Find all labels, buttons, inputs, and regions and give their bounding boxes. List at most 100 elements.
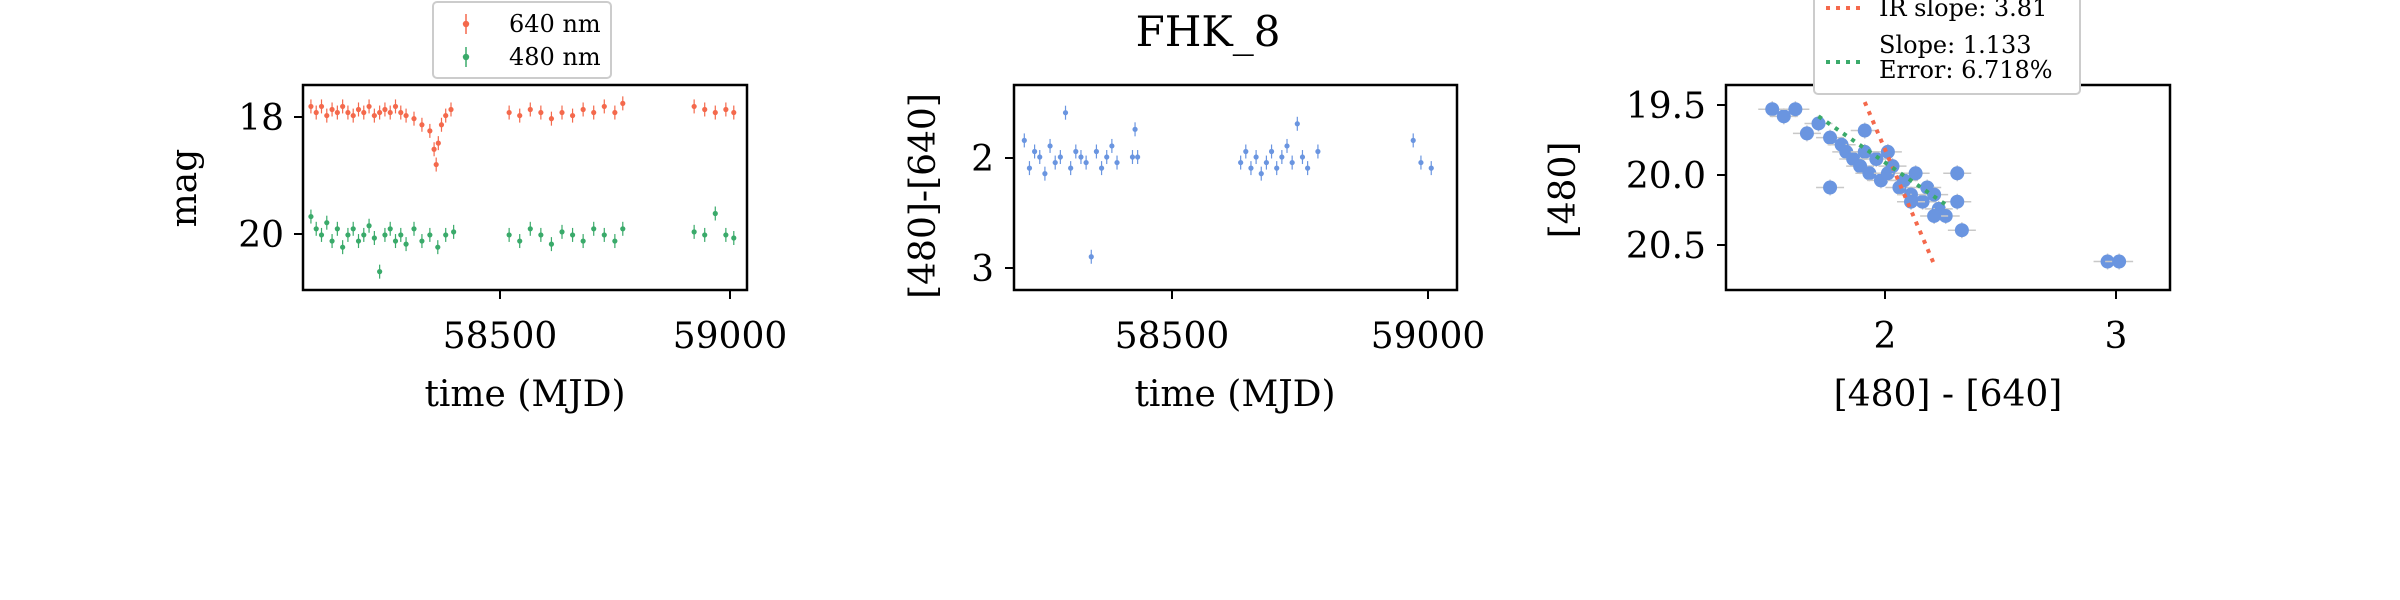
data-point — [382, 106, 388, 113]
data-point — [377, 269, 383, 275]
data-point — [350, 226, 356, 232]
data-point — [723, 232, 729, 238]
data-point — [419, 122, 425, 128]
data-point — [435, 140, 441, 146]
data-point — [1950, 166, 1965, 181]
data-point — [1274, 165, 1280, 171]
p2-frame — [1012, 83, 1459, 292]
data-point — [601, 232, 607, 238]
p3-xlabel: [480] - [640] — [1834, 374, 2063, 415]
data-point — [1047, 143, 1053, 149]
p3-ytick-label: 20.0 — [1626, 156, 1706, 197]
data-point — [355, 238, 362, 244]
data-point — [345, 232, 351, 238]
data-point — [318, 103, 325, 110]
data-point — [712, 109, 718, 116]
data-point — [569, 232, 576, 238]
data-point — [366, 103, 372, 110]
p1-xlabel: time (MJD) — [424, 374, 625, 415]
data-point — [1135, 154, 1141, 160]
data-point — [1954, 223, 1969, 238]
data-point — [427, 232, 433, 238]
data-point — [1042, 171, 1048, 177]
data-point — [548, 241, 555, 247]
data-point — [1073, 148, 1079, 155]
data-point — [1068, 165, 1074, 171]
data-point — [361, 232, 367, 238]
data-point — [387, 109, 393, 116]
p3-ylabel: [480] — [1543, 142, 1584, 239]
data-point — [517, 238, 523, 244]
data-point — [448, 106, 454, 113]
data-point — [1862, 166, 1877, 181]
data-point — [1104, 154, 1110, 160]
p2-xtick-label: 58500 — [1115, 316, 1230, 357]
data-point — [329, 238, 335, 244]
p1-ytick-label: 20 — [238, 215, 284, 256]
p1-data — [308, 96, 737, 279]
data-point — [506, 109, 512, 116]
data-point — [538, 232, 544, 238]
data-point — [1927, 208, 1942, 223]
p2-xtick-label: 59000 — [1371, 316, 1486, 357]
data-point — [517, 112, 523, 119]
data-point — [308, 103, 314, 110]
data-point — [403, 112, 409, 119]
data-point — [1132, 126, 1138, 132]
data-point — [723, 106, 729, 113]
p2-ylabel: [480]-[640] — [903, 93, 944, 299]
data-point — [1263, 159, 1270, 166]
data-point — [1315, 148, 1321, 155]
data-point — [1823, 180, 1838, 195]
data-point — [392, 103, 399, 110]
data-point — [431, 146, 437, 152]
data-point — [1052, 159, 1058, 166]
data-point — [345, 109, 351, 116]
p3-ytick-label: 19.5 — [1626, 86, 1706, 127]
data-point — [1869, 152, 1884, 167]
data-point — [731, 235, 737, 241]
data-point — [731, 109, 737, 116]
data-point — [612, 109, 618, 116]
data-point — [559, 229, 565, 235]
data-point — [1129, 154, 1136, 160]
p1-ylabel: mag — [164, 149, 205, 228]
data-point — [1418, 159, 1424, 166]
data-point — [340, 103, 346, 110]
data-point — [361, 109, 367, 116]
data-point — [371, 235, 377, 241]
p1-ytick-label: 18 — [238, 98, 284, 139]
data-point — [1950, 194, 1965, 209]
p1-frame — [301, 83, 749, 292]
data-point — [1908, 166, 1923, 181]
data-point — [1093, 148, 1100, 155]
data-point — [1857, 123, 1872, 138]
data-point — [1428, 165, 1434, 171]
data-point — [435, 244, 441, 250]
data-point — [334, 226, 340, 232]
data-point — [702, 106, 708, 113]
data-point — [1788, 102, 1803, 117]
data-point — [340, 244, 346, 250]
legend-fit-slope-label: Slope: 1.133 — [1879, 31, 2032, 59]
data-point — [527, 226, 533, 232]
data-point — [691, 229, 697, 235]
data-point — [1238, 159, 1244, 166]
data-point — [1057, 154, 1063, 160]
data-point — [1268, 148, 1275, 155]
data-point — [1083, 159, 1089, 166]
panel-color-magnitude: 2 3 19.5 20.0 20.5 [480] - [640] [480] I… — [1543, 0, 2172, 415]
legend-marker-640-dot — [462, 20, 470, 28]
data-point — [1294, 121, 1300, 127]
data-point — [559, 109, 565, 116]
p3-ytick-label: 20.5 — [1626, 226, 1706, 267]
data-point — [1114, 159, 1120, 166]
data-point — [580, 238, 586, 244]
data-point — [451, 229, 457, 235]
data-point — [443, 232, 449, 238]
legend-ir-slope-label: IR slope: 3.81 — [1879, 0, 2047, 22]
panel-color-curve: 58500 59000 2 3 time (MJD) [480]-[640] — [903, 83, 1486, 415]
p3-legend: IR slope: 3.81 Slope: 1.133 Error: 6.718… — [1813, 0, 2081, 95]
data-point — [1410, 137, 1416, 144]
data-point — [1037, 154, 1043, 160]
